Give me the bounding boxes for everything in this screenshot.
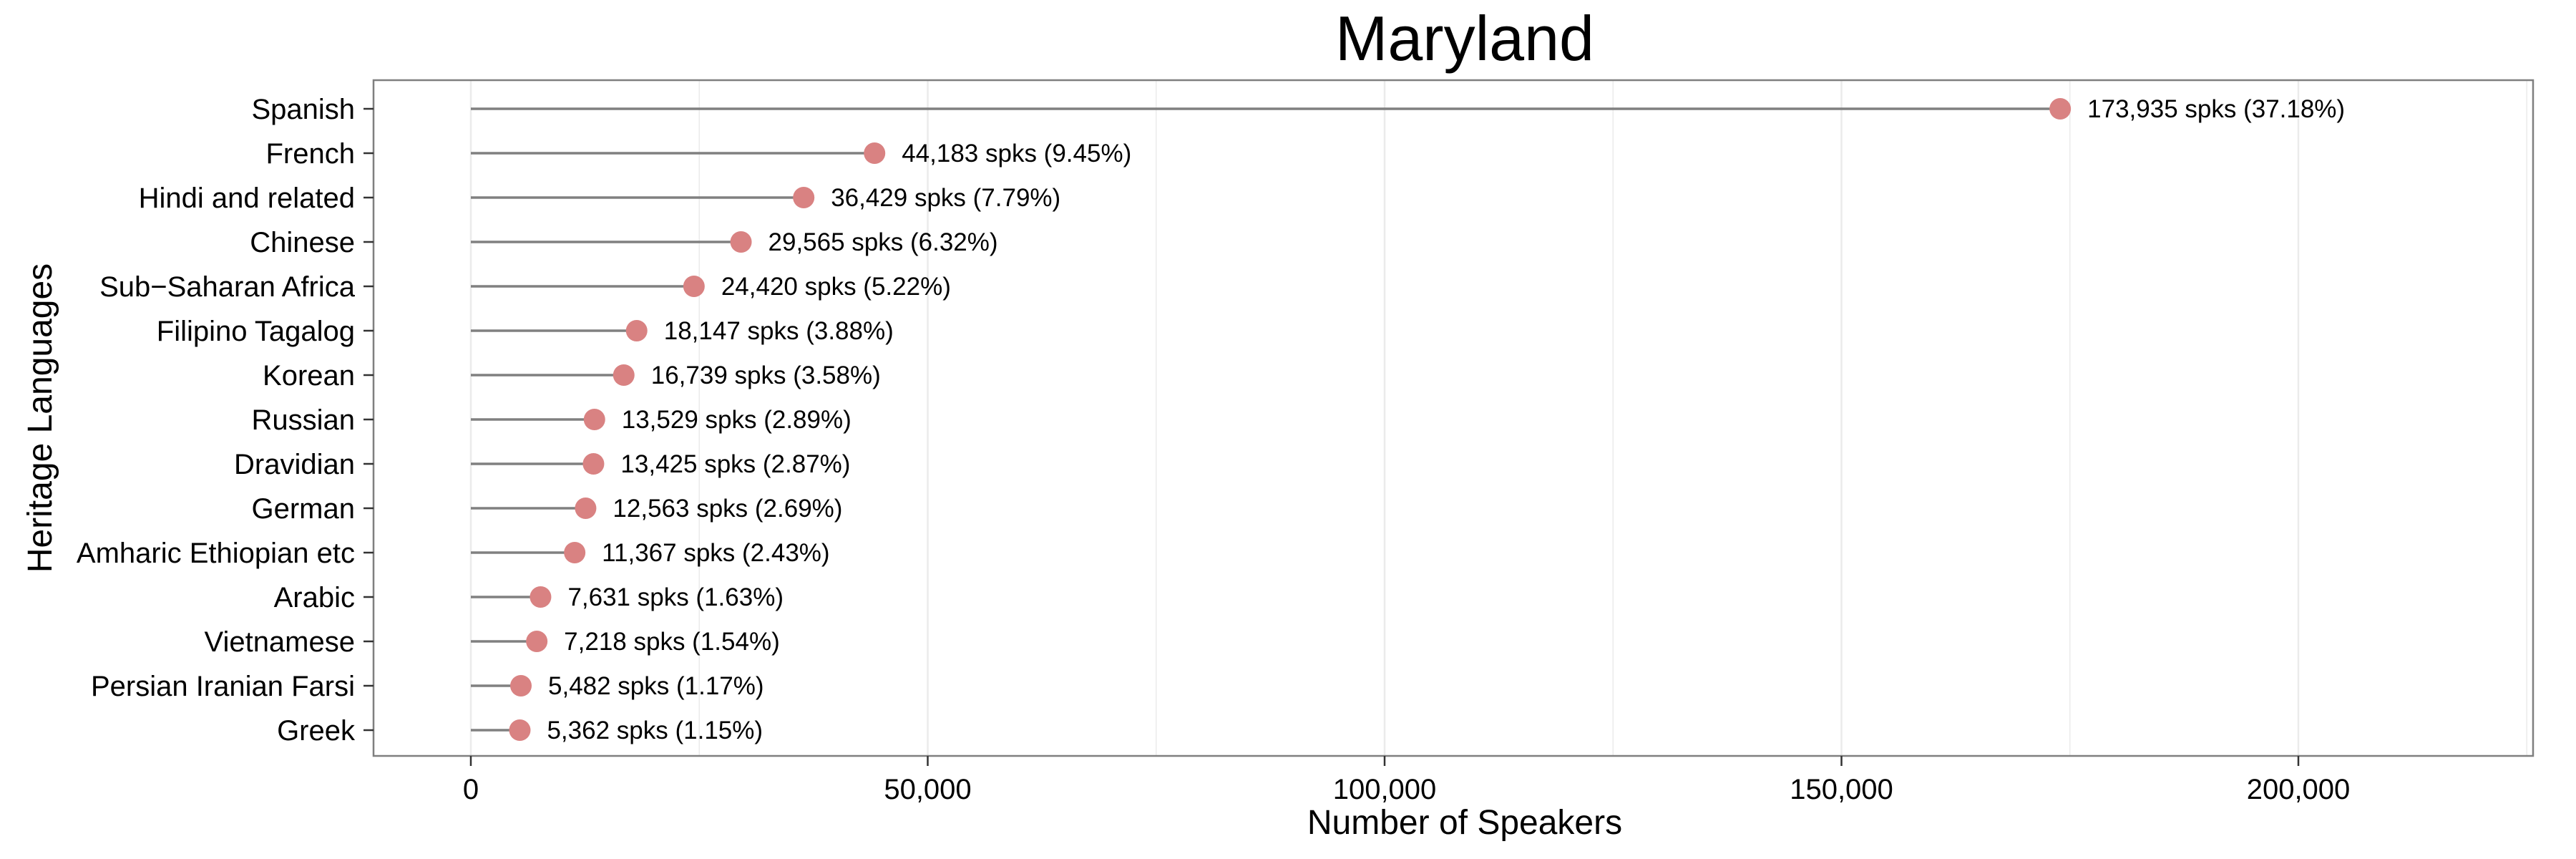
y-tick-label: Korean [263, 360, 355, 392]
y-tick-label: Arabic [274, 582, 355, 613]
y-tick-label: German [252, 493, 356, 525]
data-point [613, 364, 635, 386]
y-tick-label: Amharic Ethiopian etc [77, 538, 355, 569]
x-axis-ticks: 0 50,000 100,000 150,000 200,000 [463, 756, 2350, 805]
y-tick-label: Filipino Tagalog [157, 316, 355, 347]
data-label: 13,425 spks (2.87%) [620, 450, 850, 478]
data-point [530, 586, 552, 608]
y-tick-label: Vietnamese [204, 626, 355, 658]
x-tick-label: 200,000 [2247, 774, 2351, 805]
y-tick-label: Chinese [250, 227, 355, 258]
data-label: 173,935 spks (37.18%) [2087, 95, 2345, 123]
y-axis-labels: Spanish French Hindi and related Chinese Sub… [77, 94, 374, 747]
data-label: 16,739 spks (3.58%) [651, 361, 881, 389]
x-axis-title: Number of Speakers [1307, 804, 1622, 842]
data-point [864, 142, 886, 164]
data-point [575, 498, 597, 519]
data-label: 7,218 spks (1.54%) [564, 628, 780, 656]
data-label: 5,482 spks (1.17%) [548, 672, 764, 700]
points [509, 98, 2072, 741]
data-label: 12,563 spks (2.69%) [613, 495, 842, 523]
data-point [510, 675, 532, 697]
data-label: 36,429 spks (7.79%) [831, 184, 1060, 212]
data-point [526, 631, 548, 652]
data-point [564, 542, 586, 563]
y-tick-label: Hindi and related [139, 183, 355, 214]
x-tick-label: 50,000 [884, 774, 971, 805]
data-point [582, 453, 605, 475]
y-tick-label: Persian Iranian Farsi [91, 671, 355, 702]
y-tick-label: Spanish [251, 94, 355, 125]
data-label: 11,367 spks (2.43%) [602, 539, 829, 567]
data-point [730, 231, 752, 253]
y-tick-label: Greek [277, 715, 356, 747]
x-tick-label: 150,000 [1790, 774, 1893, 805]
data-label: 24,420 spks (5.22%) [721, 273, 951, 301]
y-tick-label: Sub−Saharan Africa [99, 271, 356, 303]
data-label: 44,183 spks (9.45%) [902, 140, 1131, 168]
data-label: 29,565 spks (6.32%) [769, 228, 998, 256]
y-tick-label: Dravidian [234, 449, 355, 480]
chart-title: Maryland [1335, 3, 1594, 74]
y-axis-title: Heritage Languages [21, 263, 59, 573]
data-point [2049, 98, 2072, 120]
plot-panel [372, 79, 2534, 757]
data-point [683, 276, 705, 297]
data-label: 7,631 spks (1.63%) [567, 583, 784, 611]
grid-lines [469, 80, 2527, 756]
x-tick-label: 0 [463, 774, 479, 805]
data-point [793, 187, 815, 208]
stems [471, 107, 2061, 732]
data-point [509, 719, 531, 741]
y-tick-label: French [266, 138, 356, 170]
data-point [583, 409, 605, 430]
data-label: 5,362 spks (1.15%) [547, 717, 763, 744]
y-tick-label: Russian [251, 404, 355, 436]
data-label: 18,147 spks (3.88%) [664, 317, 894, 345]
data-label: 13,529 spks (2.89%) [622, 406, 852, 434]
x-tick-label: 100,000 [1333, 774, 1437, 805]
data-labels: 173,935 spks (37.18%) 44,183 spks (9.45%)… [547, 95, 2345, 744]
data-point [625, 320, 648, 341]
